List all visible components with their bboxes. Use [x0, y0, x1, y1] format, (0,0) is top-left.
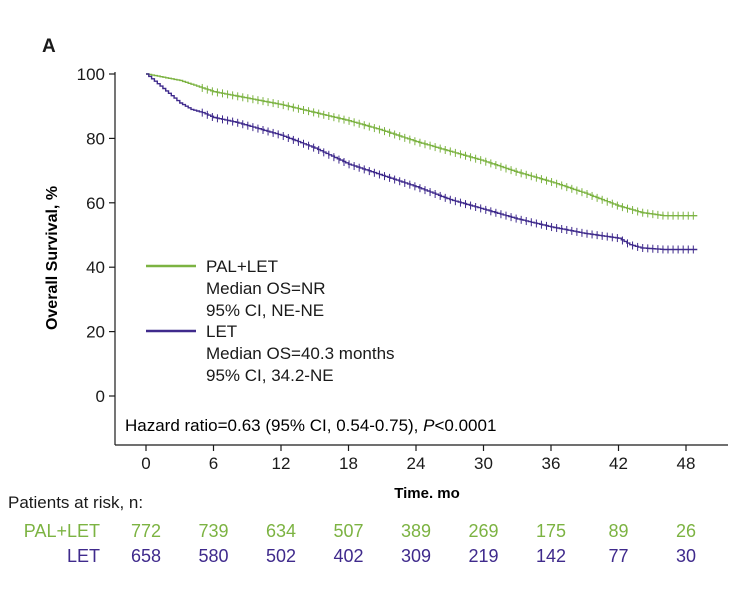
- risk-count: 26: [675, 521, 697, 541]
- risk-count: 402: [333, 546, 364, 566]
- risk-count: 502: [265, 546, 297, 566]
- x-axis-label: Time. mo: [394, 485, 460, 502]
- y-tick-label: 20: [86, 323, 105, 342]
- hazard-ratio-annotation: Hazard ratio=0.63 (95% CI, 0.54-0.75), P…: [125, 416, 496, 435]
- panel-label: A: [42, 36, 56, 57]
- x-tick-label: 48: [677, 454, 696, 473]
- risk-count: 580: [198, 546, 229, 566]
- legend-detail-line: Median OS=NR: [206, 279, 326, 298]
- y-tick-label: 40: [86, 258, 105, 277]
- axes: 0 20 40 60 80 100 0 6 12 18 24 30 36 42 48: [77, 65, 728, 473]
- x-tick-label: 36: [542, 454, 561, 473]
- risk-table-title: Patients at risk, n:: [8, 493, 144, 512]
- series-line-pal-let: [146, 73, 698, 217]
- y-tick-label: 80: [86, 129, 105, 148]
- x-tick-label: 24: [407, 454, 426, 473]
- y-tick-label: 0: [96, 387, 105, 406]
- risk-count: 739: [198, 521, 229, 541]
- y-tick-label: 100: [77, 65, 105, 84]
- risk-count: 89: [608, 521, 629, 541]
- risk-count: 634: [265, 521, 297, 541]
- risk-count: 507: [333, 521, 364, 541]
- risk-count: 269: [468, 521, 499, 541]
- legend-detail-line: 95% CI, NE-NE: [206, 301, 324, 320]
- legend: PAL+LET Median OS=NR 95% CI, NE-NE LET Media…: [146, 257, 395, 385]
- legend-series-name: LET: [206, 322, 237, 341]
- risk-count: 389: [400, 521, 432, 541]
- legend-detail-line: Median OS=40.3 months: [206, 344, 395, 363]
- x-tick-label: 42: [609, 454, 628, 473]
- censor-marks: [201, 83, 694, 254]
- series-line-let: [146, 73, 698, 251]
- risk-count: 30: [675, 546, 697, 566]
- risk-count: 77: [608, 546, 629, 566]
- series-lines: [146, 73, 698, 251]
- x-tick-label: 30: [474, 454, 493, 473]
- legend-series-name: PAL+LET: [206, 257, 278, 276]
- risk-row-label: PAL+LET: [23, 521, 100, 541]
- risk-count: 175: [535, 521, 567, 541]
- risk-count: 309: [400, 546, 432, 566]
- risk-row-label: LET: [66, 546, 100, 566]
- risk-count: 658: [130, 546, 162, 566]
- risk-count: 142: [535, 546, 567, 566]
- x-tick-label: 6: [209, 454, 218, 473]
- risk-count: 219: [468, 546, 499, 566]
- risk-count: 772: [130, 521, 162, 541]
- x-tick-label: 18: [339, 454, 358, 473]
- x-tick-label: 0: [141, 454, 150, 473]
- y-axis-label: Overall Survival, %: [44, 186, 61, 330]
- y-tick-label: 60: [86, 194, 105, 213]
- x-tick-label: 12: [272, 454, 291, 473]
- legend-detail-line: 95% CI, 34.2-NE: [206, 366, 334, 385]
